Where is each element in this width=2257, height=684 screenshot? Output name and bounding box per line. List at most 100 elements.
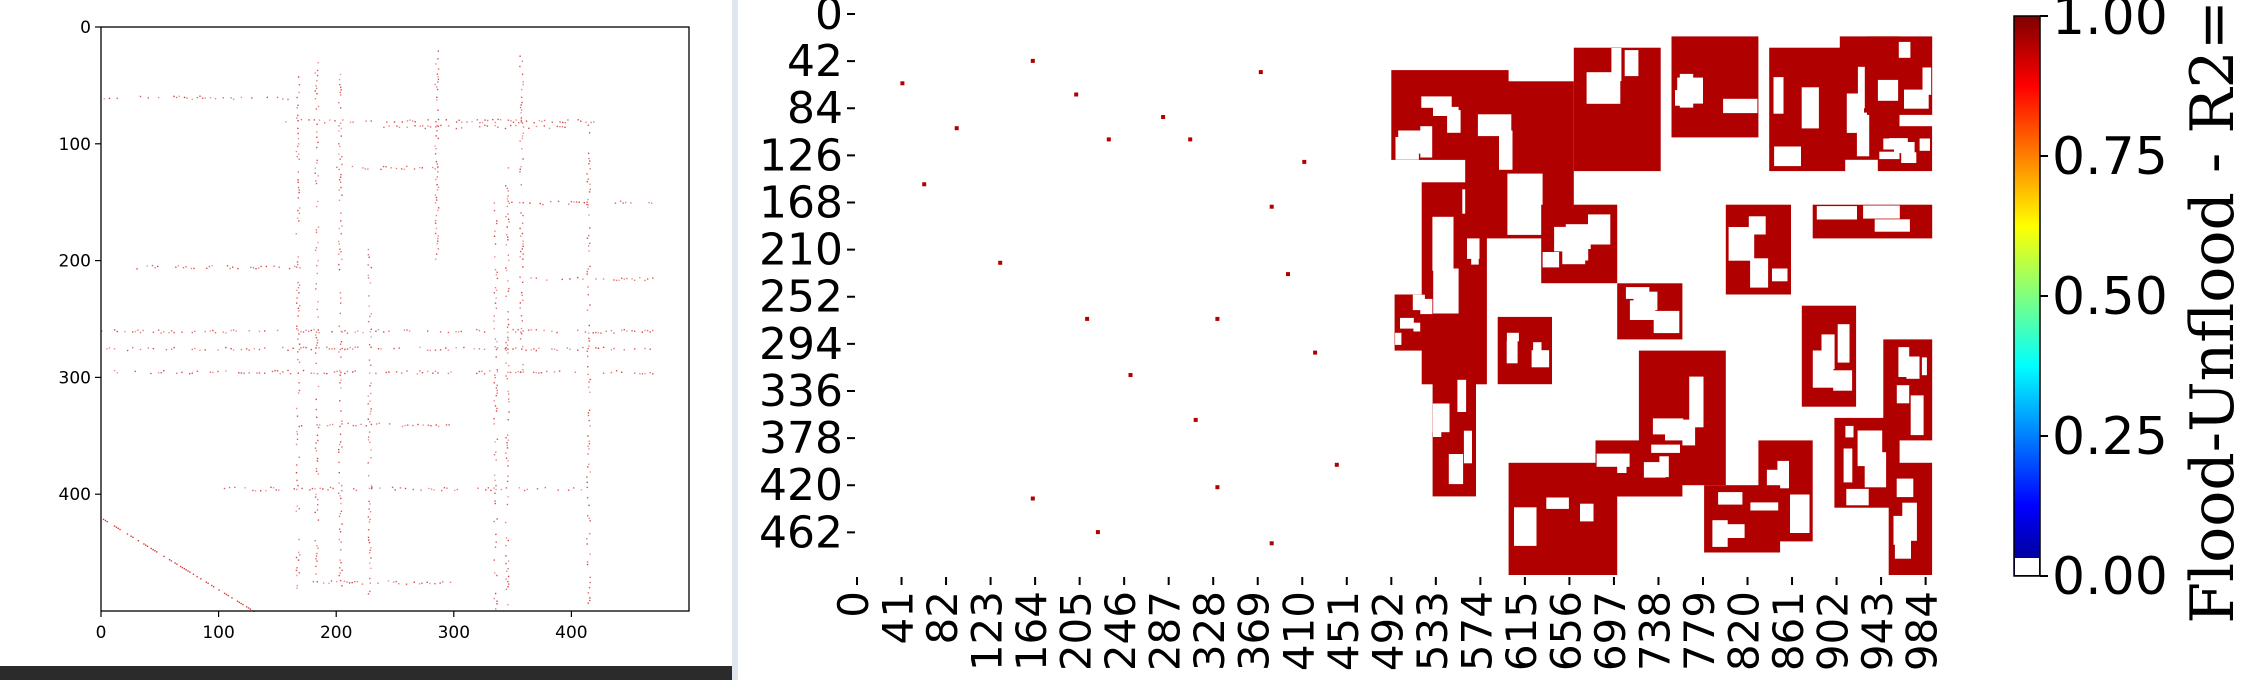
data-point [193,267,195,270]
data-point [520,96,523,98]
data-point [310,329,312,332]
data-point [326,346,328,348]
data-point [505,562,507,565]
data-point [507,560,510,562]
data-point [507,336,509,339]
data-point [520,212,522,214]
data-point [369,590,371,593]
data-point [388,423,391,425]
data-point [232,266,234,268]
data-point [385,371,387,374]
data-point [519,171,521,173]
y-tick-label: 462 [759,507,843,558]
data-point [257,267,260,269]
data-point [589,265,591,268]
data-point [535,371,537,374]
data-point [559,121,561,123]
data-point [587,178,589,180]
data-point [316,92,318,95]
data-point [380,348,382,350]
colorbar-tick-label: 1.00 [2052,0,2168,47]
data-point [586,309,589,311]
data-point [191,348,193,351]
data-point [493,520,495,523]
dry-gap [1877,79,1899,101]
data-point [185,569,187,571]
data-point [434,349,437,351]
data-point [487,119,489,122]
data-point [329,486,332,489]
data-point [296,438,299,440]
data-point [587,347,589,350]
data-point [367,516,370,518]
data-point [338,538,340,541]
data-point [206,267,208,269]
data-point [520,371,522,373]
data-point [168,559,171,561]
data-point [319,424,321,426]
data-point [332,487,334,490]
data-point [243,372,245,374]
data-point [165,349,168,351]
data-point [175,266,177,268]
data-point [270,486,272,488]
x-tick-label: 943 [1853,591,1902,671]
data-point [276,370,279,372]
data-point [226,265,229,267]
x-tick-label: 779 [1675,591,1724,671]
data-point [521,135,524,137]
data-point [434,220,437,222]
data-point [495,274,498,276]
dry-gap [1533,342,1542,357]
x-tick-label: 861 [1764,591,1813,671]
data-point [292,347,294,349]
data-point [505,295,507,297]
data-point [610,329,613,332]
data-point [186,97,188,99]
dry-gap [1874,219,1910,232]
data-point [316,581,318,583]
data-point [333,371,336,373]
data-point [535,329,537,331]
data-point [339,122,342,124]
data-point [486,125,489,127]
flood-point [1193,417,1198,422]
data-point [639,373,641,375]
flood-point [1106,137,1111,142]
data-point [588,463,590,465]
data-point [315,85,317,87]
data-point [429,126,432,128]
data-point [154,267,156,269]
data-point [520,121,522,123]
data-point [317,519,320,521]
flood-point [1215,485,1220,490]
data-point [316,342,319,344]
data-point [297,209,299,212]
data-point [473,348,475,350]
data-point [479,121,481,124]
data-point [177,265,180,267]
data-point [437,209,439,212]
data-point [419,166,421,169]
data-point [619,200,622,202]
data-point [575,201,578,203]
x-tick-label: 984 [1898,591,1947,671]
data-point [522,258,524,260]
data-point [370,567,372,569]
dry-gap [1821,334,1835,369]
data-point [183,96,186,99]
data-point [340,387,342,389]
data-point [331,331,333,333]
data-point [508,287,510,290]
data-point [588,386,590,388]
data-point [543,329,545,332]
data-point [515,371,517,374]
data-point [339,292,342,294]
data-point [341,446,343,448]
data-point [367,274,369,276]
data-point [157,329,160,331]
x-tick-label: 697 [1586,591,1635,671]
data-point [589,168,591,170]
data-point [505,347,507,349]
data-point [317,547,319,550]
